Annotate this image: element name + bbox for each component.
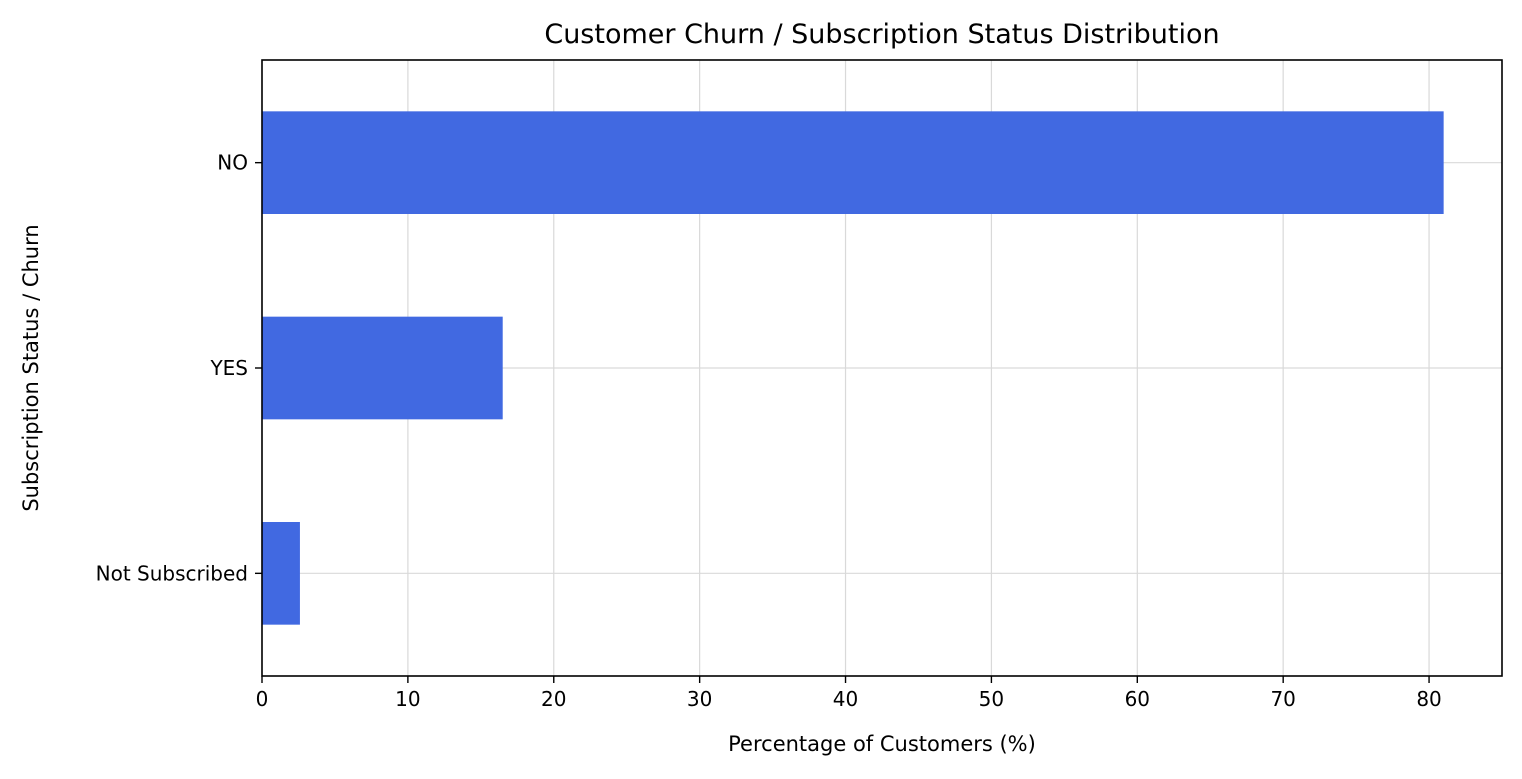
x-tick-label: 30 (687, 687, 712, 711)
bar-no (262, 111, 1444, 214)
x-tick-label: 60 (1125, 687, 1150, 711)
y-tick-label: NO (217, 151, 248, 175)
x-tick-label: 10 (395, 687, 420, 711)
y-axis-ticks: NO YES Not Subscribed (96, 151, 262, 585)
bars (262, 111, 1444, 625)
x-tick-label: 40 (833, 687, 858, 711)
x-axis-ticks: 0 10 20 30 40 50 60 70 80 (256, 676, 1442, 711)
x-tick-label: 0 (256, 687, 269, 711)
bar-not-subscribed (262, 522, 300, 625)
x-tick-label: 20 (541, 687, 566, 711)
x-tick-label: 80 (1416, 687, 1441, 711)
y-axis-label: Subscription Status / Churn (19, 224, 43, 511)
x-axis-label: Percentage of Customers (%) (728, 732, 1036, 756)
chart-title: Customer Churn / Subscription Status Dis… (544, 19, 1219, 50)
x-tick-label: 50 (979, 687, 1004, 711)
y-tick-label: YES (209, 356, 248, 380)
bar-yes (262, 316, 503, 420)
y-tick-label: Not Subscribed (96, 561, 248, 585)
x-tick-label: 70 (1270, 687, 1295, 711)
